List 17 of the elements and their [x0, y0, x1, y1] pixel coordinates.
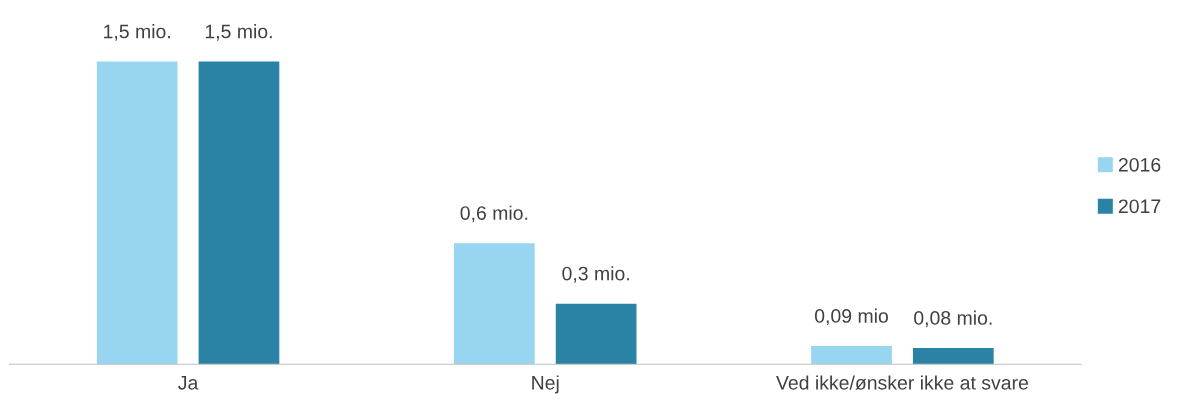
bar	[811, 346, 892, 365]
bar	[198, 61, 280, 365]
data-label: 1,5 mio.	[104, 24, 170, 41]
data-label: 0,6 mio.	[460, 205, 528, 223]
bar	[555, 303, 637, 365]
bar	[453, 243, 535, 365]
bar	[96, 61, 178, 365]
legend-label: 2017	[1118, 199, 1161, 214]
bar	[912, 348, 994, 365]
x-tick-label: Ja	[178, 376, 199, 390]
data-label: 1,5 mio.	[205, 24, 272, 41]
legend-label: 2016	[1118, 157, 1161, 172]
data-label: 0,09 mio	[814, 308, 888, 326]
x-tick-label: Nej	[532, 375, 559, 394]
data-label: 0,3 mio.	[562, 266, 629, 283]
data-label: 0,08 mio.	[914, 310, 992, 328]
x-tick-label: Ved ikke/ønsker ikke at svare	[776, 375, 1028, 390]
